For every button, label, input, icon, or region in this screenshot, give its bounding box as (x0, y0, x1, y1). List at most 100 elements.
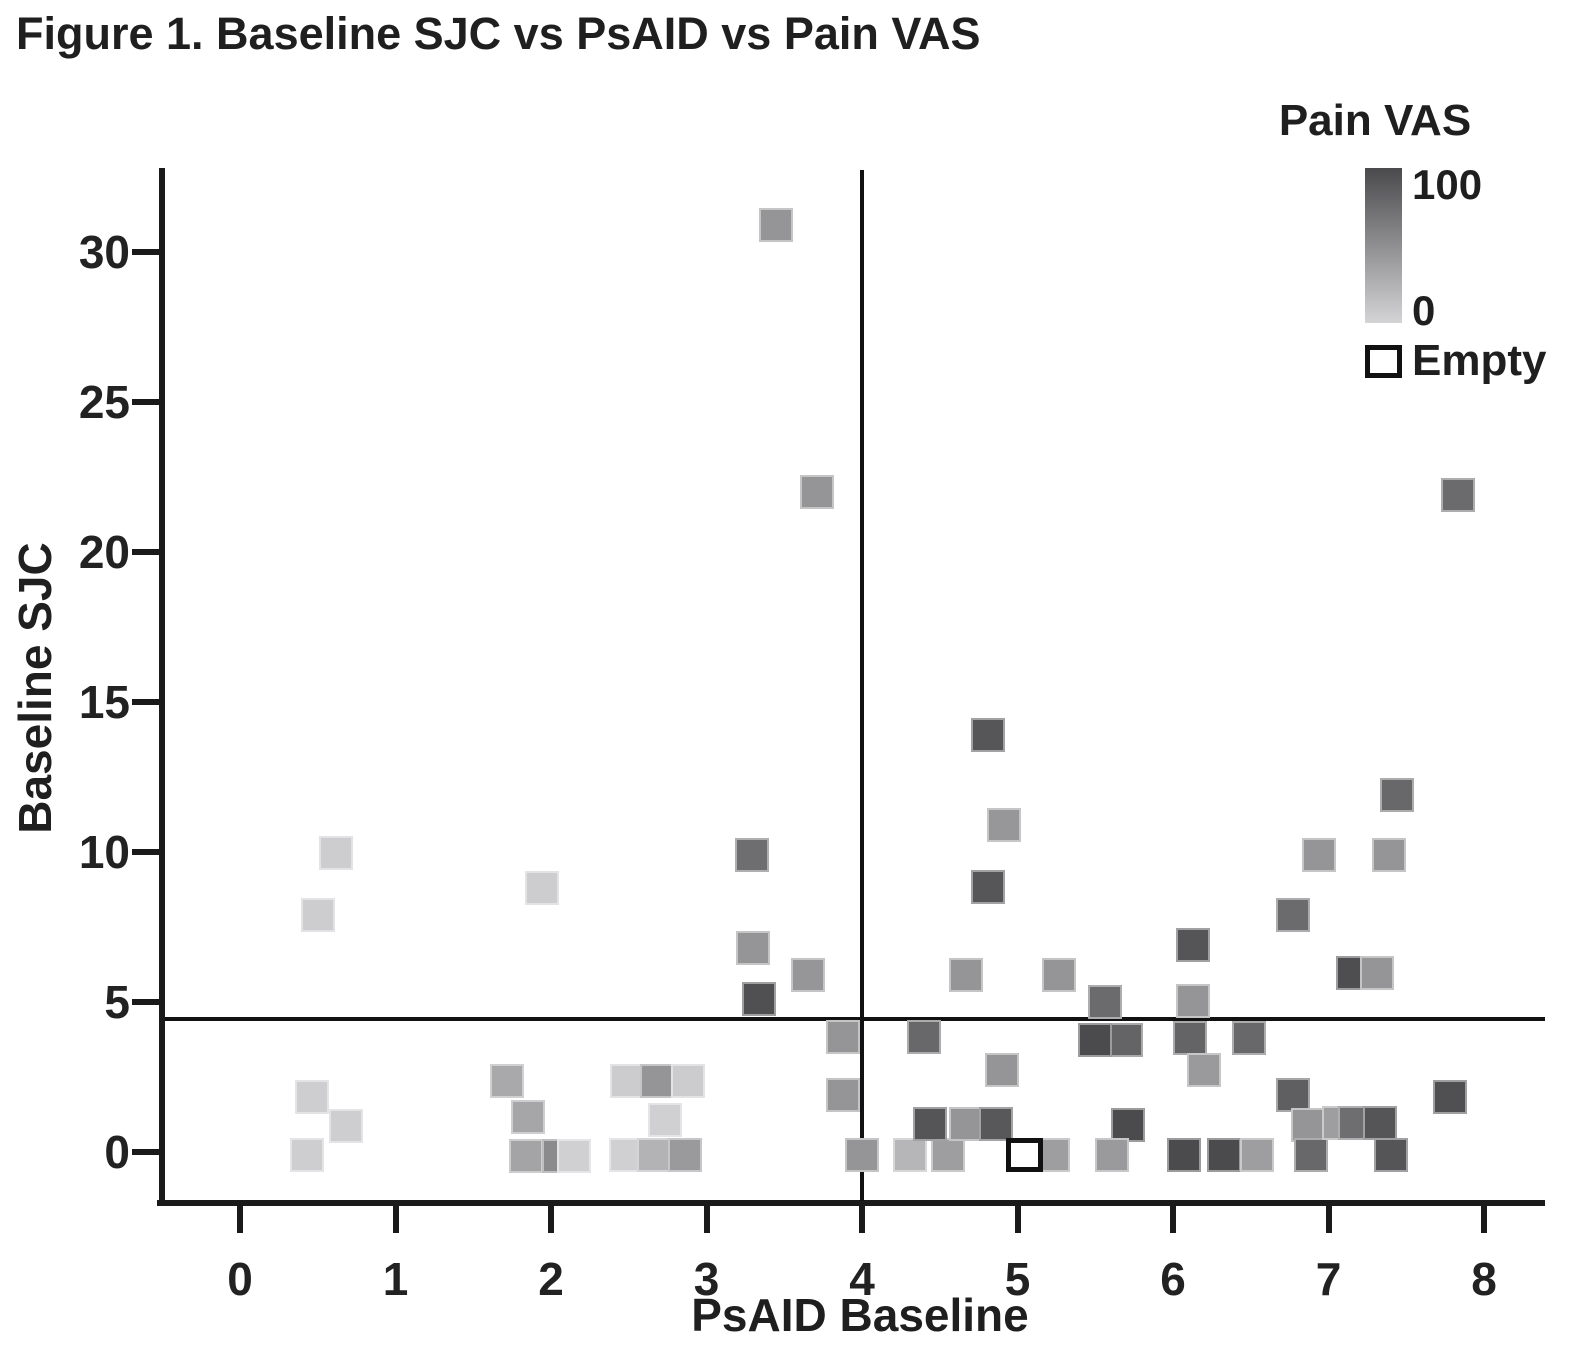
x-tick (1170, 1206, 1176, 1233)
data-point (799, 475, 834, 509)
data-point (1109, 1023, 1144, 1058)
data-point (667, 1138, 702, 1172)
data-point (1176, 984, 1211, 1019)
x-tick (237, 1206, 243, 1233)
data-point (1275, 898, 1310, 932)
data-point (1207, 1138, 1242, 1172)
x-tick-label: 1 (382, 1253, 409, 1305)
x-axis-line (157, 1200, 1545, 1206)
data-point (930, 1138, 965, 1172)
data-point (1359, 955, 1394, 990)
data-point (1372, 838, 1407, 872)
data-point (319, 835, 354, 870)
data-point (1379, 778, 1414, 812)
data-point (1432, 1080, 1467, 1115)
data-point (557, 1138, 592, 1173)
y-tick (132, 399, 159, 405)
data-point (300, 898, 335, 932)
x-tick (392, 1206, 399, 1233)
data-point (845, 1138, 879, 1172)
data-point (1087, 985, 1122, 1019)
y-tick-label: 20 (78, 526, 130, 578)
x-tick (548, 1206, 554, 1233)
y-tick-label: 10 (78, 826, 130, 878)
data-point (1166, 1138, 1201, 1172)
y-tick-label: 0 (104, 1126, 130, 1178)
data-point (742, 982, 777, 1016)
data-point (1440, 478, 1475, 512)
data-point (1232, 1021, 1267, 1055)
y-tick (132, 999, 159, 1005)
x-tick-label: 4 (849, 1253, 875, 1305)
data-point (1095, 1138, 1130, 1172)
data-point (1373, 1138, 1408, 1172)
data-point (1302, 838, 1337, 872)
data-point (509, 1138, 544, 1173)
data-point (978, 1107, 1013, 1142)
x-axis-label: PsAID Baseline (691, 1289, 1029, 1341)
x-tick (1481, 1206, 1487, 1233)
vertical-reference-line (860, 170, 864, 1201)
data-point (826, 1078, 861, 1112)
y-tick-label: 30 (78, 226, 130, 278)
y-tick-label: 5 (104, 976, 130, 1028)
legend-gradient-bar (1365, 168, 1402, 323)
data-point (670, 1063, 705, 1098)
x-tick (1325, 1206, 1332, 1233)
y-tick (132, 699, 159, 705)
data-point (328, 1108, 363, 1143)
data-point (1294, 1138, 1329, 1172)
data-point (734, 838, 769, 872)
x-tick (703, 1206, 710, 1233)
horizontal-reference-line (165, 1017, 1545, 1021)
x-tick-label: 0 (227, 1253, 253, 1305)
legend-max-label: 100 (1412, 161, 1483, 208)
data-point (490, 1063, 525, 1098)
legend-empty-swatch (1365, 345, 1402, 378)
x-tick-label: 8 (1471, 1253, 1497, 1305)
data-point (1291, 1108, 1326, 1142)
data-point (759, 208, 794, 242)
y-tick (132, 549, 159, 555)
y-axis-label: Baseline SJC (9, 542, 61, 834)
y-axis-line (159, 168, 165, 1206)
data-point (893, 1138, 928, 1172)
y-tick (132, 849, 159, 855)
legend-title: Pain VAS (1278, 96, 1472, 145)
data-point (907, 1020, 942, 1055)
x-tick-label: 3 (693, 1253, 720, 1305)
y-tick (132, 1149, 159, 1155)
data-point (984, 1053, 1019, 1088)
data-point (647, 1102, 682, 1137)
x-tick (859, 1206, 865, 1233)
data-point (1078, 1023, 1113, 1058)
data-point (1042, 958, 1077, 992)
data-point (1362, 1105, 1397, 1140)
data-point (1176, 928, 1211, 962)
data-point (986, 808, 1021, 842)
data-point (826, 1020, 861, 1055)
y-tick-label: 25 (78, 376, 130, 428)
data-point (913, 1107, 948, 1142)
data-point (1173, 1021, 1208, 1055)
data-point (790, 958, 825, 992)
data-point (1275, 1078, 1310, 1112)
data-point (1110, 1108, 1145, 1142)
y-tick-label: 15 (78, 676, 130, 728)
x-tick-label: 5 (1004, 1253, 1031, 1305)
data-point (294, 1080, 329, 1115)
data-point (510, 1099, 545, 1134)
x-tick-label: 2 (538, 1253, 564, 1305)
legend-empty-label: Empty (1412, 336, 1547, 385)
x-tick-label: 6 (1160, 1253, 1186, 1305)
data-point (736, 931, 771, 965)
data-point (949, 958, 984, 992)
empty-data-point (1005, 1138, 1043, 1172)
data-point (636, 1138, 671, 1172)
data-point (970, 718, 1005, 752)
data-point (1187, 1053, 1222, 1088)
figure-title: Figure 1. Baseline SJC vs PsAID vs Pain … (16, 8, 981, 59)
y-tick (132, 249, 159, 255)
data-point (289, 1138, 324, 1172)
